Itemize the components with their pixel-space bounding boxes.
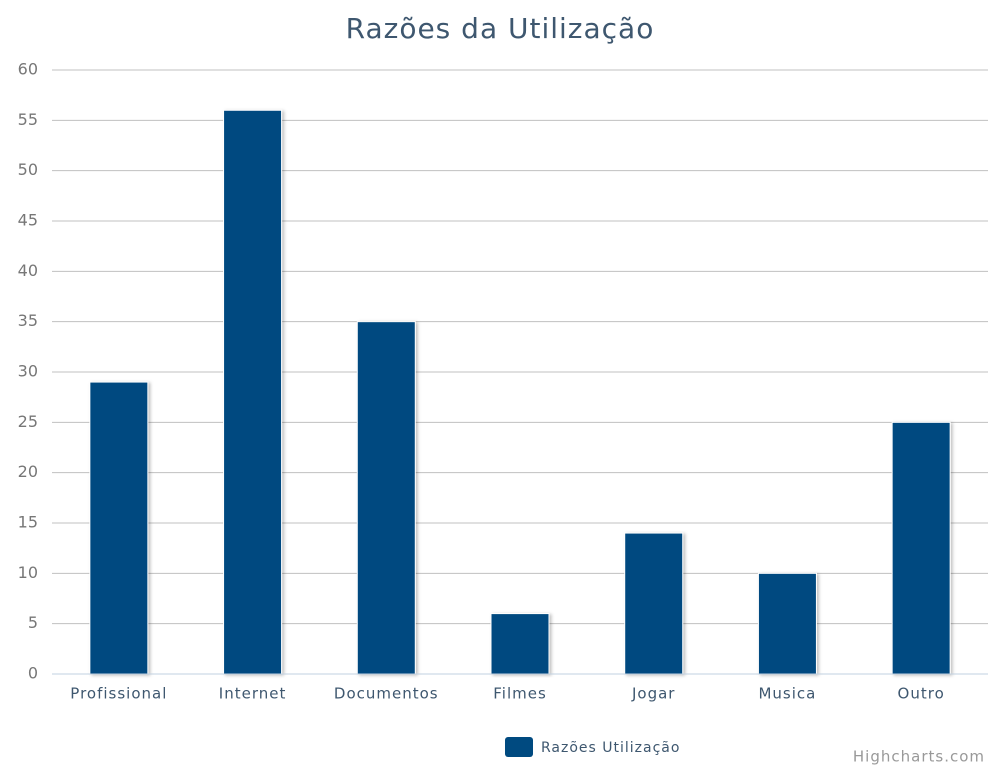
y-tick-label: 25 xyxy=(18,412,38,431)
y-tick-label: 40 xyxy=(18,261,38,280)
chart-title: Razões da Utilização xyxy=(346,12,655,45)
y-tick-label: 55 xyxy=(18,110,38,129)
bar xyxy=(356,321,416,675)
y-tick-label: 5 xyxy=(28,613,38,632)
y-tick-label: 45 xyxy=(18,211,38,230)
bar xyxy=(757,572,817,675)
x-tick-label: Internet xyxy=(219,685,287,703)
x-tick-label: Musica xyxy=(758,685,816,703)
bar xyxy=(223,109,283,675)
bar xyxy=(89,381,149,675)
y-tick-label: 50 xyxy=(18,160,38,179)
y-tick-label: 15 xyxy=(18,513,38,532)
bar xyxy=(891,421,951,675)
y-tick-label: 30 xyxy=(18,362,38,381)
x-tick-label: Filmes xyxy=(493,685,547,703)
bar xyxy=(490,613,550,675)
x-tick-label: Documentos xyxy=(334,685,439,703)
y-tick-label: 60 xyxy=(18,60,38,79)
y-tick-label: 35 xyxy=(18,311,38,330)
y-tick-label: 10 xyxy=(18,563,38,582)
legend-label: Razões Utilização xyxy=(541,740,680,756)
x-tick-label: Profissional xyxy=(70,685,167,703)
y-tick-label: 20 xyxy=(18,462,38,481)
legend-swatch xyxy=(505,737,533,757)
credits: Highcharts.com xyxy=(853,748,985,765)
x-tick-label: Outro xyxy=(898,685,945,703)
x-tick-label: Jogar xyxy=(631,685,675,703)
y-tick-label: 0 xyxy=(28,664,38,683)
bar xyxy=(624,532,684,675)
